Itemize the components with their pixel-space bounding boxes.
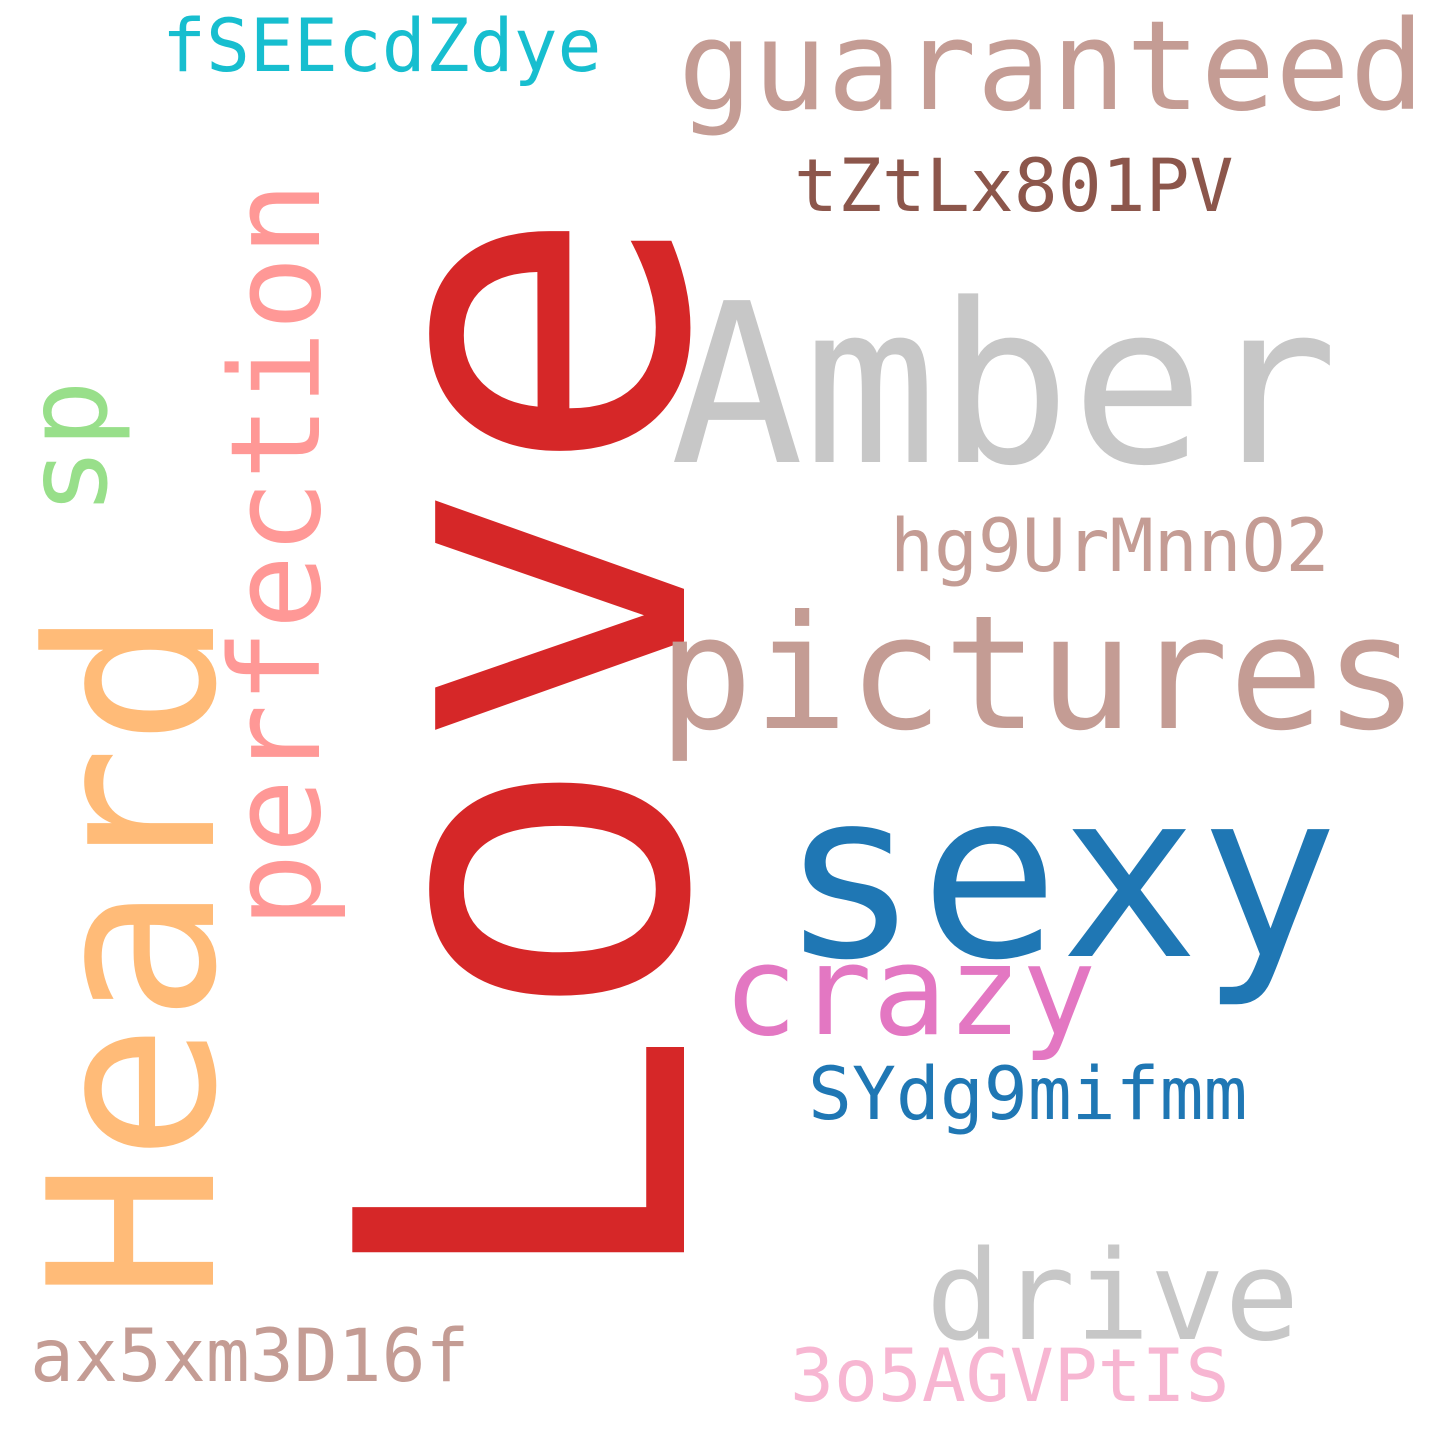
word-pictures: pictures — [658, 582, 1419, 766]
word-perfection: perfection — [205, 181, 349, 928]
word-sydg9mifmm: SYdg9mifmm — [808, 1052, 1248, 1137]
word-crazy: crazy — [723, 920, 1097, 1064]
word-sexy: sexy — [780, 741, 1339, 1011]
word-drive: drive — [926, 1225, 1300, 1369]
word-ax5xm3d16f: ax5xm3D16f — [30, 1314, 470, 1399]
word-3o5agvptis: 3o5AGVPtIS — [790, 1334, 1230, 1419]
word-guaranteed: guaranteed — [678, 0, 1425, 139]
word-amber: Amber — [670, 257, 1339, 515]
word-hg9urmnno2: hg9UrMnnO2 — [890, 504, 1330, 589]
word-tztlx801pv: tZtLx801PV — [794, 144, 1234, 229]
word-fseecdzdye: fSEEcdZdye — [162, 4, 602, 89]
word-sp: sp — [3, 380, 133, 515]
